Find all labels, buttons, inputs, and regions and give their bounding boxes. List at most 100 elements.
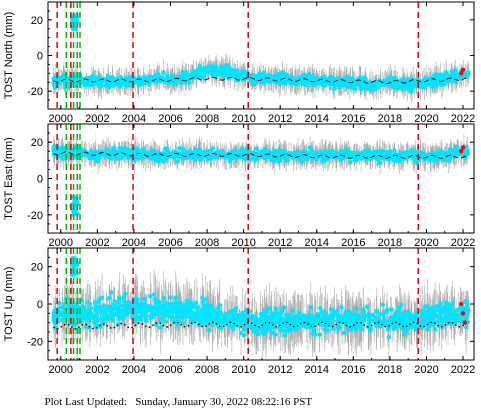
data-point (437, 77, 441, 81)
y-tick-label: 20 (31, 15, 43, 27)
data-point (353, 87, 357, 91)
x-tick-label: 2008 (195, 113, 219, 125)
data-point (348, 151, 352, 155)
data-point (106, 149, 110, 153)
x-tick-label: 2022 (451, 113, 475, 125)
data-point (255, 146, 259, 150)
data-point (353, 83, 357, 87)
data-point (144, 76, 148, 80)
data-point (304, 80, 308, 84)
data-point (373, 83, 377, 87)
data-point (411, 85, 415, 89)
data-point (378, 161, 382, 165)
data-point (174, 79, 178, 83)
recent-point (461, 68, 465, 72)
data-point (235, 151, 239, 155)
gps-timeseries-figure: -20 0 20 2000 2002 2004 2006 2008 2010 2012 2014 20… (0, 0, 481, 380)
x-tick-label: 2012 (268, 113, 292, 125)
data-point (74, 78, 78, 82)
x-tick-label: 2004 (122, 113, 146, 125)
data-point (162, 159, 166, 163)
data-point (159, 75, 163, 79)
excursion-point (72, 18, 76, 22)
data-point (461, 75, 465, 79)
x-tick-label: 2006 (158, 113, 182, 125)
data-point (220, 154, 224, 158)
data-point (119, 81, 123, 85)
data-point (434, 80, 438, 84)
x-tick-label: 2002 (85, 113, 109, 125)
data-point (280, 70, 284, 74)
data-point (141, 76, 145, 80)
data-point (235, 68, 239, 72)
data-point (59, 77, 63, 81)
data-point (256, 77, 260, 81)
data-point (216, 71, 220, 75)
data-point (240, 146, 244, 150)
data-point (450, 69, 454, 73)
data-point (181, 75, 185, 79)
x-tick-label: 2016 (341, 113, 365, 125)
data-point (240, 74, 244, 78)
x-tick-label: 2018 (378, 113, 402, 125)
data-point (343, 81, 347, 85)
x-tick-label: 2010 (231, 113, 255, 125)
data-point (214, 155, 218, 159)
data-point (410, 82, 414, 86)
data-point (198, 64, 202, 68)
panel-1: -20 0 20 2000 2002 2004 2006 2008 2010 2012 2014 20… (3, 2, 475, 125)
data-point (350, 78, 354, 82)
y-tick-label: 0 (37, 51, 43, 63)
data-point (255, 153, 259, 157)
data-point (111, 78, 115, 82)
data-point (193, 71, 197, 75)
data-point (440, 83, 444, 87)
plot-area (51, 134, 470, 217)
data-point (92, 77, 96, 81)
excursion-point (71, 28, 75, 32)
data-point (412, 155, 416, 159)
data-point (308, 145, 312, 149)
data-point (224, 71, 228, 75)
data-point (348, 160, 352, 164)
data-point (61, 157, 65, 161)
data-point (315, 76, 319, 80)
x-tick-label: 2000 (49, 113, 73, 125)
data-point (278, 159, 282, 163)
data-point (408, 151, 412, 155)
data-point (124, 146, 128, 150)
data-point (299, 81, 303, 85)
data-point (392, 148, 396, 152)
data-point (100, 80, 104, 84)
data-point (85, 81, 89, 85)
data-point (236, 75, 240, 79)
data-point (366, 81, 370, 85)
data-point (406, 85, 410, 89)
data-point (108, 82, 112, 86)
plot-area (51, 13, 470, 103)
data-point (200, 69, 204, 73)
data-point (291, 81, 295, 85)
y-axis-label: TOST North (mm) (3, 12, 15, 100)
data-point (165, 77, 169, 81)
data-point (163, 147, 167, 151)
y-tick-label: -20 (27, 86, 43, 98)
data-point (382, 79, 386, 83)
data-point (177, 146, 181, 150)
data-point (148, 79, 152, 83)
data-point (185, 73, 189, 77)
data-point (467, 72, 471, 76)
data-point (336, 79, 340, 83)
data-point (230, 70, 234, 74)
data-point (443, 75, 447, 79)
data-point (280, 75, 284, 79)
data-point (363, 83, 367, 87)
data-point (300, 159, 304, 163)
data-point (395, 82, 399, 86)
data-point (275, 75, 279, 79)
data-point (228, 159, 232, 163)
x-tick-label: 2014 (305, 113, 329, 125)
data-point (205, 66, 209, 70)
data-point (322, 159, 326, 163)
